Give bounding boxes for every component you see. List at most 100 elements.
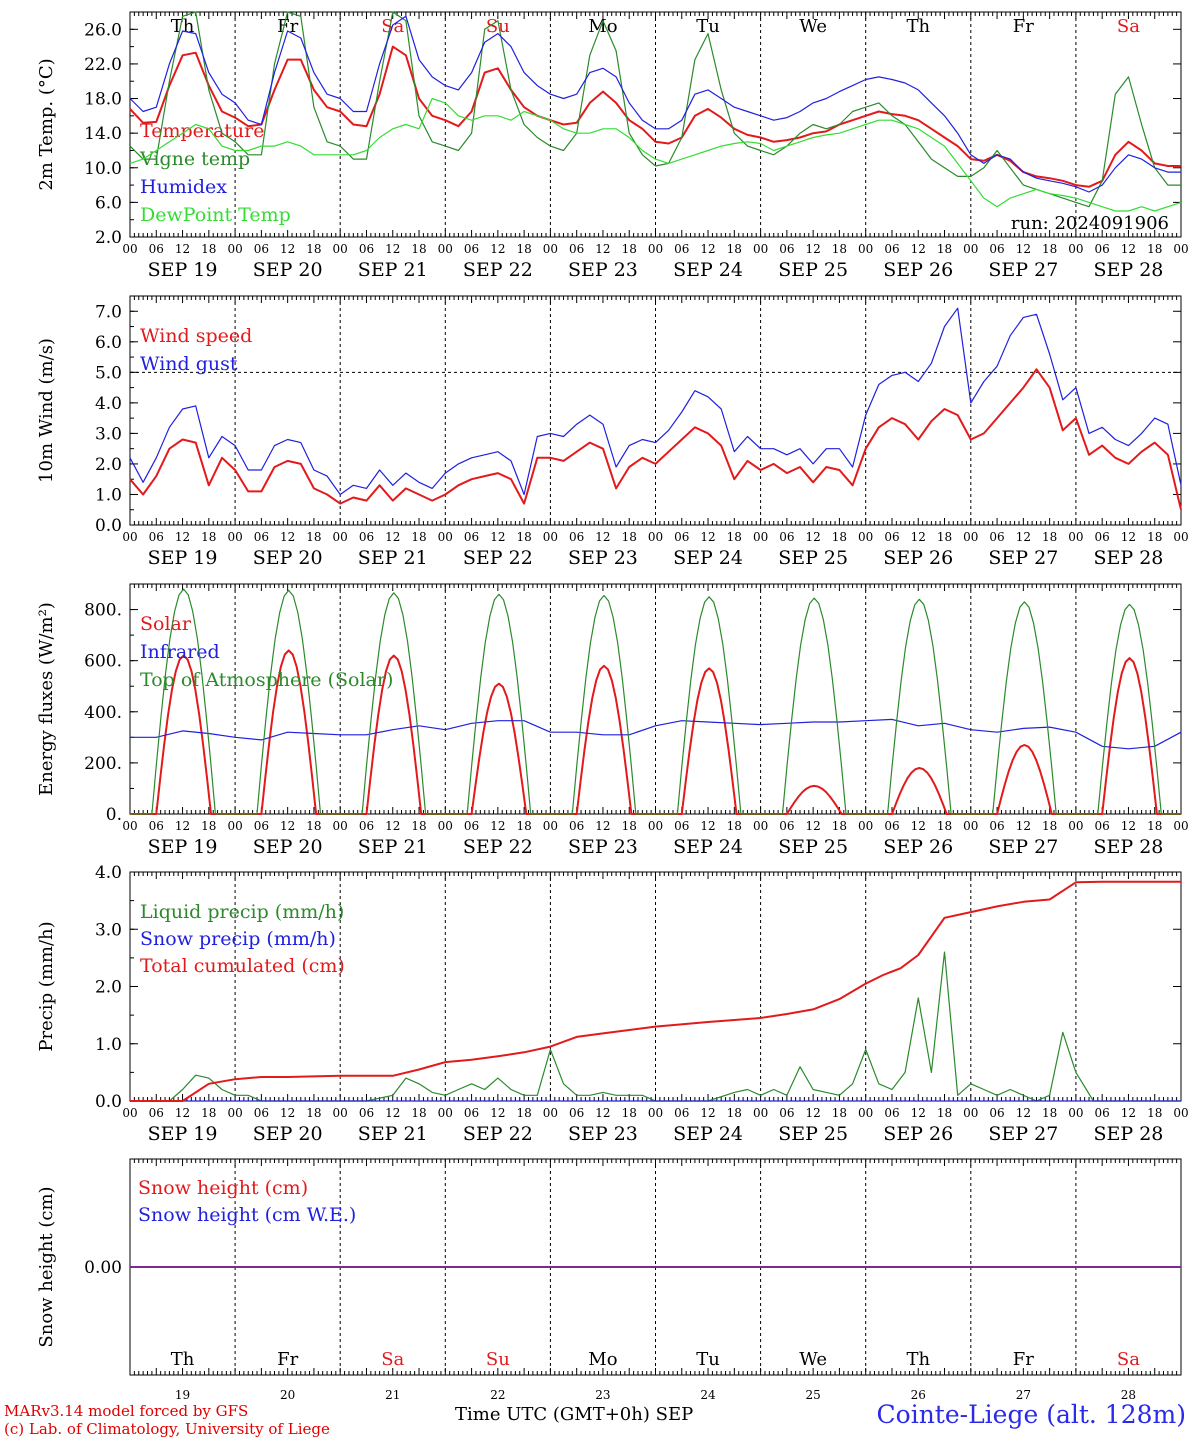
date-label: SEP 21 bbox=[358, 259, 428, 281]
hour-tick-label: 00 bbox=[1173, 819, 1188, 833]
day-number-label: 22 bbox=[490, 1388, 505, 1402]
hour-tick-label: 00 bbox=[122, 1106, 137, 1120]
month-label: SEP bbox=[655, 1404, 694, 1425]
legend-label: Vigne temp bbox=[139, 148, 250, 170]
day-number-label: 27 bbox=[1016, 1388, 1031, 1402]
date-label: SEP 27 bbox=[988, 836, 1058, 858]
legend-label: Top of Atmosphere (Solar) bbox=[140, 669, 393, 691]
date-label: SEP 24 bbox=[673, 1123, 743, 1145]
hour-tick-label: 18 bbox=[622, 819, 637, 833]
hour-tick-label: 18 bbox=[832, 819, 847, 833]
date-label: SEP 27 bbox=[988, 259, 1058, 281]
hour-tick-label: 00 bbox=[543, 819, 558, 833]
day-number-label: 23 bbox=[595, 1388, 610, 1402]
hour-tick-label: 12 bbox=[700, 819, 715, 833]
hour-tick-label: 06 bbox=[569, 1106, 584, 1120]
y-tick-label: 0.00 bbox=[84, 1258, 122, 1278]
hour-tick-label: 06 bbox=[989, 819, 1004, 833]
hour-tick-label: 12 bbox=[1121, 530, 1136, 544]
y-tick-label: 2.0 bbox=[95, 455, 122, 475]
hour-tick-label: 06 bbox=[464, 1106, 479, 1120]
hour-tick-label: 18 bbox=[937, 242, 952, 256]
date-label: SEP 28 bbox=[1094, 1123, 1164, 1145]
date-label: SEP 25 bbox=[778, 259, 848, 281]
hour-tick-label: 12 bbox=[1121, 819, 1136, 833]
legend-label: Snow precip (mm/h) bbox=[140, 928, 336, 950]
legend-label: Temperature bbox=[140, 120, 264, 142]
series-line-2 bbox=[129, 11, 1181, 208]
date-label: SEP 23 bbox=[568, 836, 638, 858]
y-tick-label: 0.0 bbox=[95, 516, 122, 536]
date-label: SEP 23 bbox=[568, 259, 638, 281]
date-label: SEP 22 bbox=[463, 259, 533, 281]
hour-tick-label: 12 bbox=[700, 1106, 715, 1120]
hour-tick-label: 18 bbox=[1147, 530, 1162, 544]
hour-tick-label: 12 bbox=[490, 1106, 505, 1120]
date-label: SEP 21 bbox=[358, 836, 428, 858]
hour-tick-label: 00 bbox=[227, 819, 242, 833]
hour-tick-label: 06 bbox=[989, 242, 1004, 256]
y-tick-label: 0. bbox=[106, 805, 122, 825]
hour-tick-label: 18 bbox=[1042, 242, 1057, 256]
legend-label: Infrared bbox=[140, 641, 220, 663]
hour-tick-label: 18 bbox=[1042, 1106, 1057, 1120]
day-number-label: 26 bbox=[911, 1388, 926, 1402]
hour-tick-label: 06 bbox=[464, 819, 479, 833]
y-tick-label: 800. bbox=[84, 601, 122, 621]
series-line-3 bbox=[130, 880, 1181, 1102]
date-label: SEP 27 bbox=[988, 547, 1058, 569]
weekday-label: Tu bbox=[696, 16, 720, 37]
hour-tick-label: 06 bbox=[569, 242, 584, 256]
hour-tick-label: 12 bbox=[806, 1106, 821, 1120]
hour-tick-label: 12 bbox=[911, 242, 926, 256]
hour-tick-label: 06 bbox=[989, 1106, 1004, 1120]
hour-tick-label: 12 bbox=[385, 530, 400, 544]
date-label: SEP 19 bbox=[148, 547, 218, 569]
hour-tick-label: 18 bbox=[832, 1106, 847, 1120]
day-number-label: 25 bbox=[806, 1388, 821, 1402]
y-tick-label: 26.0 bbox=[84, 20, 122, 40]
hour-tick-label: 12 bbox=[385, 242, 400, 256]
weekday-label: Fr bbox=[277, 1349, 298, 1370]
hour-tick-label: 12 bbox=[911, 1106, 926, 1120]
hour-tick-label: 18 bbox=[727, 530, 742, 544]
hour-tick-label: 00 bbox=[858, 1106, 873, 1120]
hour-tick-label: 06 bbox=[149, 530, 164, 544]
hour-tick-label: 06 bbox=[359, 819, 374, 833]
series-line-3 bbox=[130, 588, 1181, 815]
panel-3: 0. 200. 400. 600. 800. Energy fluxes (W/m²) 00… bbox=[36, 583, 1189, 858]
hour-tick-label: 12 bbox=[700, 242, 715, 256]
series-line-1 bbox=[129, 45, 1181, 188]
hour-tick-label: 18 bbox=[516, 819, 531, 833]
hour-tick-label: 06 bbox=[359, 530, 374, 544]
hour-tick-label: 18 bbox=[201, 1106, 216, 1120]
date-label: SEP 26 bbox=[883, 259, 953, 281]
weekday-label: Tu bbox=[696, 1349, 720, 1370]
hour-tick-label: 00 bbox=[753, 819, 768, 833]
hour-tick-label: 12 bbox=[175, 242, 190, 256]
hour-tick-label: 18 bbox=[201, 819, 216, 833]
hour-tick-label: 12 bbox=[385, 819, 400, 833]
hour-tick-label: 18 bbox=[937, 530, 952, 544]
hour-tick-label: 06 bbox=[779, 819, 794, 833]
day-number-label: 19 bbox=[175, 1388, 190, 1402]
y-tick-label: 7.0 bbox=[95, 302, 122, 322]
hour-tick-label: 00 bbox=[753, 530, 768, 544]
hour-tick-label: 06 bbox=[359, 1106, 374, 1120]
legend-label: Total cumulated (cm) bbox=[140, 955, 345, 977]
weekday-label: Fr bbox=[1013, 1349, 1034, 1370]
panel-5: 0.00 Snow height (cm) Th Fr Sa Su Mo Tu We Th Fr Sa… bbox=[36, 1158, 1182, 1402]
hour-tick-label: 06 bbox=[1095, 1106, 1110, 1120]
hour-tick-label: 12 bbox=[385, 1106, 400, 1120]
weekday-label: Sa bbox=[1117, 16, 1140, 37]
weekday-label: We bbox=[799, 1349, 827, 1370]
hour-tick-label: 00 bbox=[122, 242, 137, 256]
weekday-label: Mo bbox=[588, 16, 617, 37]
day-number-label: 24 bbox=[700, 1388, 716, 1402]
date-label: SEP 26 bbox=[883, 547, 953, 569]
hour-tick-label: 06 bbox=[1095, 242, 1110, 256]
hour-tick-label: 12 bbox=[175, 1106, 190, 1120]
hour-tick-label: 12 bbox=[806, 530, 821, 544]
date-label: SEP 23 bbox=[568, 1123, 638, 1145]
